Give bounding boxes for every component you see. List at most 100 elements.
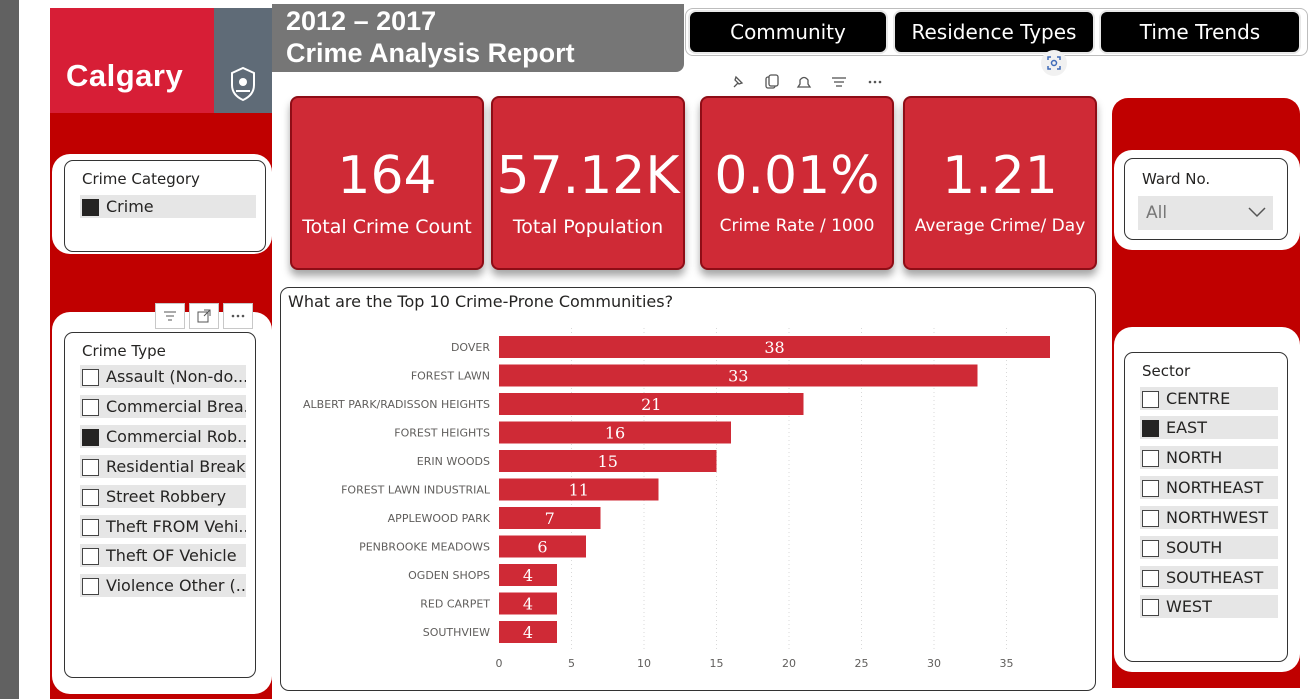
x-tick-label: 30	[927, 657, 941, 670]
sector-item-label: CENTRE	[1166, 389, 1231, 408]
top-communities-bar-chart: 0 5 10 15 20 25 30 35 DOVER 38 FOREST LAWN 33 ALBERT…	[303, 328, 1050, 670]
expand-icon[interactable]	[189, 303, 219, 329]
data-label: 33	[728, 367, 748, 386]
sector-item-label: SOUTH	[1166, 538, 1223, 557]
crime-type-item-label: Violence Other (...	[106, 576, 246, 595]
x-tick-label: 0	[496, 657, 503, 670]
sector-title: Sector	[1142, 362, 1191, 380]
sector-item-label: NORTH	[1166, 448, 1223, 467]
category-label: FOREST HEIGHTS	[394, 427, 490, 440]
kpi-total-crime-count: 164 Total Crime Count	[290, 96, 484, 270]
bar	[499, 592, 557, 615]
copy-icon	[765, 74, 779, 89]
nav-residence-types-button[interactable]: Residence Types	[895, 12, 1093, 52]
checkbox-checked[interactable]	[82, 199, 99, 216]
checkbox[interactable]	[1142, 510, 1159, 527]
crime-type-item[interactable]: Theft FROM Vehi...	[80, 515, 246, 538]
nav-community-button[interactable]: Community	[690, 12, 886, 52]
bar	[499, 478, 659, 501]
checkbox[interactable]	[82, 399, 99, 416]
data-label: 38	[764, 338, 784, 357]
checkbox-checked[interactable]	[1142, 420, 1159, 437]
x-tick-label: 35	[1000, 657, 1014, 670]
chevron-down-icon	[1248, 207, 1266, 218]
report-title: Crime Analysis Report	[286, 38, 575, 68]
crime-type-item-label: Commercial Rob...	[106, 427, 246, 446]
category-label: RED CARPET	[420, 598, 490, 611]
checkbox[interactable]	[1142, 391, 1159, 408]
crime-category-item[interactable]: Crime	[80, 195, 256, 218]
data-label: 7	[545, 509, 555, 528]
kpi-value: 57.12K	[496, 146, 680, 206]
sector-item[interactable]: NORTH	[1140, 446, 1278, 469]
nav-time-trends-button[interactable]: Time Trends	[1101, 12, 1299, 52]
x-tick-label: 20	[782, 657, 796, 670]
crime-type-title: Crime Type	[82, 342, 166, 360]
sector-item[interactable]: NORTHEAST	[1140, 476, 1278, 499]
crest-icon	[214, 8, 272, 113]
focus-mode-icon[interactable]	[1041, 50, 1067, 76]
x-tick-label: 10	[637, 657, 651, 670]
checkbox[interactable]	[1142, 570, 1159, 587]
data-label: 11	[569, 481, 589, 500]
kpi-value: 164	[337, 146, 437, 206]
visual-header-toolbar	[726, 72, 886, 92]
data-label: 4	[523, 595, 533, 614]
crime-type-item[interactable]: Violence Other (...	[80, 574, 246, 597]
crime-type-item[interactable]: Commercial Brea...	[80, 395, 246, 418]
more-icon[interactable]	[223, 303, 253, 329]
crime-type-item-label: Theft FROM Vehi...	[106, 517, 246, 536]
data-label: 4	[523, 566, 533, 585]
checkbox[interactable]	[82, 519, 99, 536]
sector-item-label: SOUTHEAST	[1166, 568, 1264, 587]
checkbox[interactable]	[82, 459, 99, 476]
crime-type-item[interactable]: Commercial Rob...	[80, 425, 246, 448]
crime-type-item[interactable]: Theft OF Vehicle	[80, 544, 246, 567]
sector-item-label: EAST	[1166, 418, 1207, 437]
crime-type-item[interactable]: Residential Break...	[80, 455, 246, 478]
crime-type-item[interactable]: Street Robbery	[80, 485, 246, 508]
bar	[499, 336, 1050, 358]
category-label: FOREST LAWN INDUSTRIAL	[341, 484, 491, 497]
x-tick-label: 25	[855, 657, 869, 670]
sector-item[interactable]: SOUTH	[1140, 536, 1278, 559]
crime-type-item-label: Theft OF Vehicle	[106, 546, 237, 565]
sector-item[interactable]: EAST	[1140, 416, 1278, 439]
checkbox[interactable]	[1142, 480, 1159, 497]
data-label: 16	[605, 424, 625, 443]
chart-title: What are the Top 10 Crime-Prone Communit…	[288, 292, 674, 311]
filter-icon[interactable]	[155, 303, 185, 329]
category-label: PENBROOKE MEADOWS	[359, 541, 490, 554]
logo-text: Calgary	[66, 58, 184, 93]
checkbox[interactable]	[82, 369, 99, 386]
checkbox-checked[interactable]	[82, 429, 99, 446]
more-icon	[868, 80, 882, 84]
kpi-label: Total Population	[512, 216, 664, 238]
checkbox[interactable]	[82, 578, 99, 595]
category-label: OGDEN SHOPS	[408, 569, 490, 582]
checkbox[interactable]	[82, 548, 99, 565]
category-label: DOVER	[451, 341, 490, 354]
sector-item[interactable]: WEST	[1140, 595, 1278, 618]
checkbox[interactable]	[1142, 540, 1159, 557]
data-label: 15	[598, 452, 618, 471]
crime-type-item-label: Street Robbery	[106, 487, 227, 506]
sector-item[interactable]: NORTHWEST	[1140, 506, 1278, 529]
category-label: SOUTHVIEW	[423, 626, 490, 639]
report-title-box: 2012 – 2017 Crime Analysis Report	[272, 4, 684, 72]
sector-item[interactable]: CENTRE	[1140, 387, 1278, 410]
sector-item[interactable]: SOUTHEAST	[1140, 566, 1278, 589]
ward-title: Ward No.	[1142, 170, 1211, 188]
kpi-label: Average Crime/ Day	[914, 216, 1086, 236]
x-tick-label: 15	[710, 657, 724, 670]
checkbox[interactable]	[1142, 599, 1159, 616]
ward-dropdown[interactable]: All	[1138, 196, 1273, 230]
crime-type-item[interactable]: Assault (Non-do...	[80, 365, 246, 388]
checkbox[interactable]	[1142, 450, 1159, 467]
checkbox[interactable]	[82, 489, 99, 506]
crime-type-item-label: Commercial Brea...	[106, 397, 246, 416]
kpi-label: Crime Rate / 1000	[719, 216, 875, 236]
bar	[499, 364, 978, 387]
category-label: FOREST LAWN	[411, 370, 490, 383]
sector-item-label: NORTHEAST	[1166, 478, 1264, 497]
